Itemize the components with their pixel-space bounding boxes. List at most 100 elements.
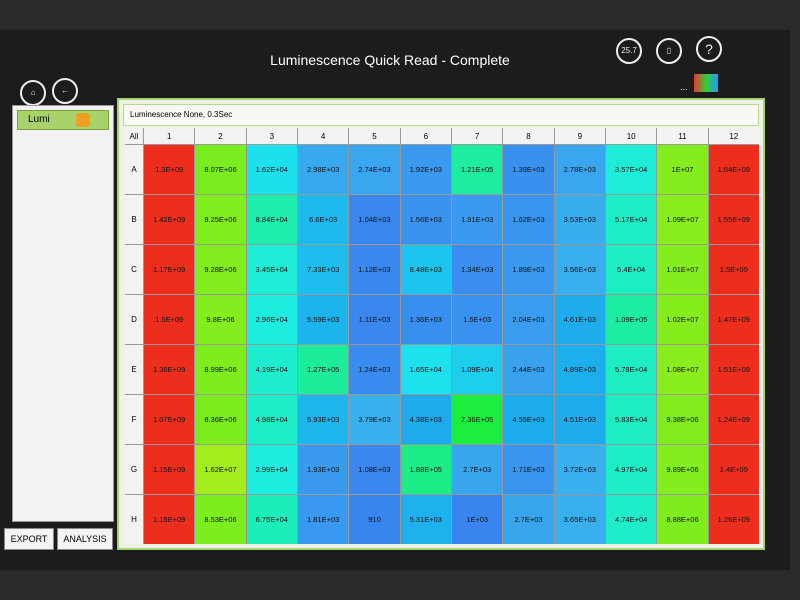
well[interactable]: 1.55E+09 bbox=[708, 195, 759, 244]
well[interactable]: 9.28E+06 bbox=[195, 245, 246, 294]
well[interactable]: 3.65E+03 bbox=[554, 495, 605, 544]
analysis-button[interactable]: ANALYSIS bbox=[57, 528, 113, 550]
well[interactable]: 1.15E+09 bbox=[144, 495, 195, 544]
well[interactable]: 2.78E+03 bbox=[554, 145, 605, 194]
well[interactable]: 1.07E+09 bbox=[144, 395, 195, 444]
well[interactable]: 1E+03 bbox=[451, 495, 503, 544]
column-header[interactable]: 12 bbox=[708, 128, 759, 144]
well[interactable]: 1.47E+09 bbox=[708, 295, 759, 344]
help-button[interactable]: ? bbox=[696, 36, 722, 62]
well[interactable]: 1.4E+09 bbox=[708, 445, 759, 494]
row-header[interactable]: E bbox=[125, 345, 143, 394]
well[interactable]: 6.6E+03 bbox=[297, 195, 349, 244]
well[interactable]: 910 bbox=[349, 495, 400, 544]
sidebar-item[interactable]: Lumi bbox=[17, 110, 109, 130]
column-header[interactable]: 7 bbox=[451, 128, 503, 144]
well[interactable]: 1.5E+03 bbox=[451, 295, 503, 344]
well[interactable]: 2.98E+03 bbox=[297, 145, 349, 194]
well[interactable]: 3.56E+03 bbox=[554, 245, 605, 294]
well[interactable]: 3.45E+04 bbox=[246, 245, 297, 294]
door-button[interactable]: ▯ bbox=[656, 38, 682, 64]
well[interactable]: 1.88E+05 bbox=[400, 445, 451, 494]
row-header[interactable]: A bbox=[125, 145, 143, 194]
well[interactable]: 4.55E+03 bbox=[503, 395, 554, 444]
well[interactable]: 1.11E+03 bbox=[349, 295, 400, 344]
well[interactable]: 9.38E+06 bbox=[657, 395, 708, 444]
well[interactable]: 1.39E+03 bbox=[503, 145, 554, 194]
column-header[interactable]: 3 bbox=[246, 128, 297, 144]
well[interactable]: 1.62E+07 bbox=[195, 445, 246, 494]
well[interactable]: 1.24E+03 bbox=[349, 345, 400, 394]
well[interactable]: 1.36E+03 bbox=[400, 295, 451, 344]
well[interactable]: 4.89E+03 bbox=[554, 345, 605, 394]
well[interactable]: 2.7E+03 bbox=[451, 445, 503, 494]
well[interactable]: 4.51E+03 bbox=[554, 395, 605, 444]
well[interactable]: 5.83E+04 bbox=[605, 395, 657, 444]
heatmap-icon[interactable] bbox=[694, 74, 718, 92]
well[interactable]: 7.36E+05 bbox=[451, 395, 503, 444]
well[interactable]: 5.93E+03 bbox=[297, 395, 349, 444]
row-header[interactable]: H bbox=[125, 495, 143, 544]
well[interactable]: 1.02E+07 bbox=[657, 295, 708, 344]
well[interactable]: 1.12E+03 bbox=[349, 245, 400, 294]
well[interactable]: 9.25E+06 bbox=[195, 195, 246, 244]
column-header[interactable]: 11 bbox=[657, 128, 708, 144]
well[interactable]: 3.72E+03 bbox=[554, 445, 605, 494]
well[interactable]: 1.65E+04 bbox=[400, 345, 451, 394]
row-header[interactable]: C bbox=[125, 245, 143, 294]
well[interactable]: 1.09E+05 bbox=[605, 295, 657, 344]
well[interactable]: 1.5E+09 bbox=[708, 245, 759, 294]
well[interactable]: 3.57E+04 bbox=[605, 145, 657, 194]
well[interactable]: 1.56E+03 bbox=[400, 195, 451, 244]
column-header[interactable]: 10 bbox=[605, 128, 657, 144]
column-header[interactable]: 8 bbox=[503, 128, 554, 144]
well[interactable]: 8.53E+06 bbox=[195, 495, 246, 544]
row-header[interactable]: F bbox=[125, 395, 143, 444]
row-header[interactable]: G bbox=[125, 445, 143, 494]
well[interactable]: 8.88E+06 bbox=[657, 495, 708, 544]
well[interactable]: 1.92E+03 bbox=[400, 145, 451, 194]
well[interactable]: 4.74E+04 bbox=[605, 495, 657, 544]
well[interactable]: 1.5E+09 bbox=[144, 295, 195, 344]
well[interactable]: 4.98E+04 bbox=[246, 395, 297, 444]
well[interactable]: 1.89E+03 bbox=[503, 245, 554, 294]
well[interactable]: 2.74E+03 bbox=[349, 145, 400, 194]
temperature-button[interactable]: 25.7 bbox=[616, 38, 642, 64]
well[interactable]: 8.07E+06 bbox=[195, 145, 246, 194]
column-header[interactable]: 1 bbox=[144, 128, 195, 144]
well[interactable]: 2.99E+04 bbox=[246, 445, 297, 494]
well[interactable]: 1.34E+03 bbox=[451, 245, 503, 294]
well[interactable]: 2.7E+03 bbox=[503, 495, 554, 544]
select-all[interactable]: All bbox=[125, 128, 143, 144]
well[interactable]: 8.84E+04 bbox=[246, 195, 297, 244]
well[interactable]: 1.08E+03 bbox=[349, 445, 400, 494]
well[interactable]: 4.38E+03 bbox=[400, 395, 451, 444]
well[interactable]: 1.27E+05 bbox=[297, 345, 349, 394]
well[interactable]: 1.01E+07 bbox=[657, 245, 708, 294]
well[interactable]: 1.17E+09 bbox=[144, 245, 195, 294]
well[interactable]: 1.93E+03 bbox=[297, 445, 349, 494]
well[interactable]: 5.78E+04 bbox=[605, 345, 657, 394]
well[interactable]: 1.3E+09 bbox=[144, 145, 195, 194]
well[interactable]: 1.62E+03 bbox=[503, 195, 554, 244]
well[interactable]: 1.09E+04 bbox=[451, 345, 503, 394]
column-header[interactable]: 2 bbox=[195, 128, 246, 144]
column-header[interactable]: 5 bbox=[349, 128, 400, 144]
well[interactable]: 1.62E+04 bbox=[246, 145, 297, 194]
export-button[interactable]: EXPORT bbox=[4, 528, 54, 550]
well[interactable]: 5.59E+03 bbox=[297, 295, 349, 344]
well[interactable]: 4.97E+04 bbox=[605, 445, 657, 494]
well[interactable]: 1.21E+05 bbox=[451, 145, 503, 194]
well[interactable]: 7.33E+03 bbox=[297, 245, 349, 294]
well[interactable]: 4.19E+04 bbox=[246, 345, 297, 394]
well[interactable]: 1.64E+09 bbox=[708, 145, 759, 194]
back-button[interactable]: ← bbox=[52, 78, 78, 104]
well[interactable]: 4.61E+03 bbox=[554, 295, 605, 344]
well[interactable]: 1.15E+09 bbox=[144, 445, 195, 494]
column-header[interactable]: 9 bbox=[554, 128, 605, 144]
column-header[interactable]: 4 bbox=[297, 128, 349, 144]
well[interactable]: 8.48E+03 bbox=[400, 245, 451, 294]
well[interactable]: 8.36E+06 bbox=[195, 395, 246, 444]
well[interactable]: 3.79E+03 bbox=[349, 395, 400, 444]
well[interactable]: 1.91E+03 bbox=[451, 195, 503, 244]
